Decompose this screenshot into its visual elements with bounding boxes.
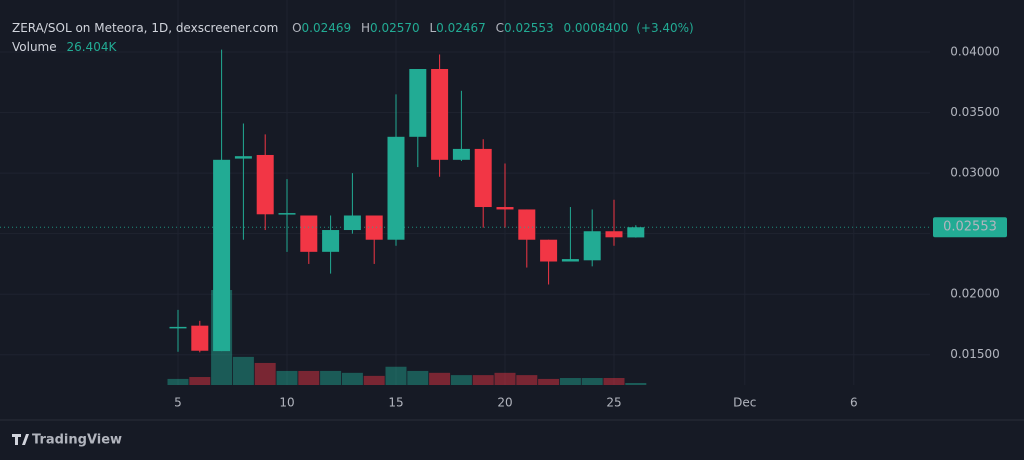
candle-body	[518, 209, 536, 240]
open-value: 0.02469	[302, 21, 352, 35]
candle-body	[300, 215, 318, 252]
y-tick-label: 0.01500	[950, 347, 1000, 361]
x-tick-label: 15	[388, 396, 403, 410]
candle-body	[431, 69, 449, 160]
volume-bar	[450, 375, 472, 385]
candle-body	[540, 239, 558, 262]
candle-body	[496, 207, 514, 210]
volume-bar	[232, 356, 254, 385]
candle-body	[278, 213, 296, 215]
candle-body	[191, 325, 209, 351]
volume-bar	[167, 378, 189, 385]
candle-body	[234, 156, 252, 159]
volume-bar	[363, 375, 385, 385]
change-percent: (+3.40%)	[636, 21, 694, 35]
candle-body	[387, 136, 405, 240]
last-price-label: 0.02553	[943, 220, 997, 235]
x-tick-label: 6	[850, 396, 858, 410]
x-tick-label: 10	[279, 396, 294, 410]
chart-header: ZERA/SOL on Meteora, 1D, dexscreener.com…	[12, 21, 694, 35]
volume-bar	[472, 375, 494, 385]
low-label: L	[429, 21, 436, 35]
candle-body	[169, 326, 187, 329]
candle-body	[561, 259, 579, 262]
candle-body	[605, 231, 623, 238]
volume-bar	[341, 372, 363, 385]
volume-bar	[276, 370, 298, 385]
last-price-tag	[933, 217, 1007, 238]
close-label: C	[496, 21, 504, 35]
high-value: 0.02570	[370, 21, 420, 35]
volume-bar	[189, 377, 211, 385]
candle-body	[474, 148, 492, 208]
volume-header: Volume 26.404K	[12, 40, 117, 54]
volume-bar	[625, 382, 647, 385]
volume-label: Volume	[12, 40, 57, 54]
axes: 0.015000.020000.025000.030000.035000.040…	[174, 45, 1007, 410]
volume-bar	[254, 362, 276, 385]
candle-body	[322, 230, 340, 252]
volume-bar	[516, 375, 538, 385]
candle-layer	[0, 49, 930, 353]
volume-bar	[559, 378, 581, 385]
brand: TradingView	[12, 433, 122, 448]
volume-bar	[494, 372, 516, 385]
candle-body	[365, 215, 383, 240]
brand-name: TradingView	[32, 433, 122, 448]
candle-body	[256, 154, 274, 215]
candle-body	[409, 69, 427, 137]
y-tick-label: 0.03500	[950, 105, 1000, 119]
candle-body	[452, 148, 470, 160]
change-value: 0.0008400	[563, 21, 628, 35]
volume-value: 26.404K	[66, 40, 117, 54]
candle-body	[213, 159, 231, 352]
grid	[0, 0, 930, 385]
y-tick-label: 0.03000	[950, 166, 1000, 180]
volume-bar	[320, 370, 342, 385]
volume-bar	[429, 372, 451, 385]
candle-body	[343, 215, 361, 231]
volume-bar	[538, 378, 560, 385]
volume-bar	[581, 378, 603, 385]
x-tick-label: 5	[174, 396, 182, 410]
close-value: 0.02553	[504, 21, 554, 35]
y-tick-label: 0.02000	[950, 287, 1000, 301]
candle-body	[583, 231, 601, 261]
low-value: 0.02467	[436, 21, 486, 35]
volume-bar	[298, 370, 320, 385]
x-tick-label: 25	[606, 396, 621, 410]
high-label: H	[361, 21, 370, 35]
volume-bar	[407, 370, 429, 385]
candle-body	[627, 227, 645, 238]
volume-bar	[385, 366, 407, 385]
x-tick-label: Dec	[733, 396, 756, 410]
x-tick-label: 20	[497, 396, 512, 410]
brand-logo	[12, 434, 29, 445]
volume-bar	[603, 378, 625, 385]
y-tick-label: 0.04000	[950, 45, 1000, 59]
open-label: O	[292, 21, 301, 35]
chart-title: ZERA/SOL on Meteora, 1D, dexscreener.com	[12, 21, 278, 35]
